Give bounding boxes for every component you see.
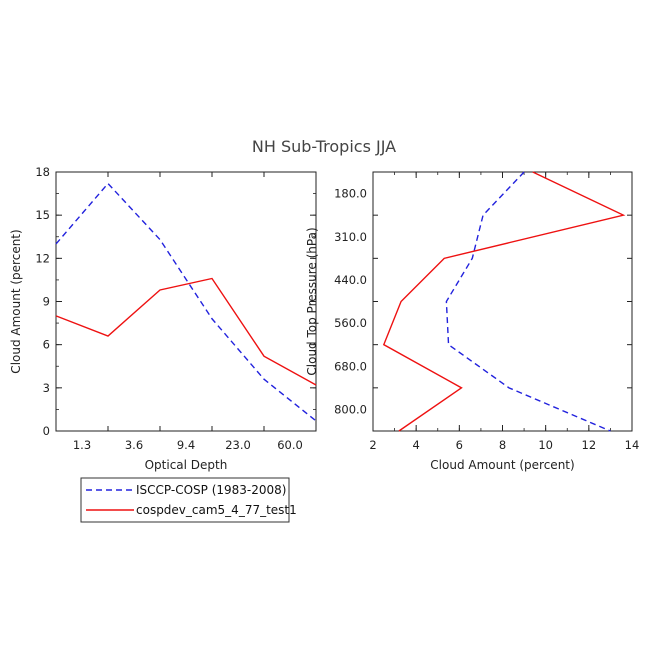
y-tick-label: 440.0 — [334, 273, 367, 287]
legend-box — [80, 477, 290, 523]
legend: ISCCP-COSP (1983-2008) cospdev_cam5_4_77… — [80, 477, 297, 523]
y-tick-label: 18 — [35, 165, 50, 179]
x-tick-label: 2 — [369, 438, 376, 452]
x-axis-label: Cloud Amount (percent) — [430, 458, 574, 472]
series-line-isccp — [55, 182, 317, 422]
y-tick-label: 560.0 — [334, 316, 367, 330]
y-tick-label: 15 — [35, 208, 50, 222]
legend-label-isccp: ISCCP-COSP (1983-2008) — [136, 483, 286, 497]
x-tick-label: 60.0 — [277, 438, 303, 452]
y-tick-label: 310.0 — [334, 230, 367, 244]
x-tick-label: 8 — [499, 438, 506, 452]
y-tick-label: 680.0 — [334, 359, 367, 373]
x-tick-label: 3.6 — [125, 438, 143, 452]
x-tick-label: 14 — [625, 438, 640, 452]
series-line-isccp — [445, 171, 611, 432]
series-line-cospdev — [55, 277, 317, 386]
y-tick-label: 180.0 — [334, 187, 367, 201]
x-tick-label: 12 — [582, 438, 597, 452]
y-tick-label: 800.0 — [334, 402, 367, 416]
y-tick-label: 6 — [43, 338, 50, 352]
x-tick-label: 9.4 — [177, 438, 195, 452]
x-tick-label: 23.0 — [225, 438, 251, 452]
x-tick-label: 6 — [456, 438, 463, 452]
x-tick-label: 10 — [538, 438, 553, 452]
chart-title: NH Sub-Tropics JJA — [252, 137, 396, 156]
plot-frame — [372, 171, 633, 432]
cloud-top-pressure-panel: 2 4 6 8 10 12 14 180.0 310.0 440.0 560.0 680.0 800.0… — [305, 171, 640, 472]
y-tick-label: 12 — [35, 251, 50, 265]
plot-frame — [55, 171, 317, 432]
x-axis-label: Optical Depth — [145, 458, 228, 472]
x-tick-label: 1.3 — [73, 438, 91, 452]
optical-depth-panel: 0 3 6 9 12 15 18 1.3 3.6 9.4 23.0 60.0 Optical Depth… — [9, 165, 317, 472]
y-tick-label: 0 — [43, 424, 50, 438]
y-axis-label: Cloud Amount (percent) — [9, 229, 23, 373]
legend-label-cospdev: cospdev_cam5_4_77_test1 — [136, 503, 297, 517]
y-axis-label: Cloud Top Pressure (hPa) — [305, 227, 319, 375]
series-line-cospdev — [382, 171, 626, 432]
y-tick-label: 3 — [43, 381, 50, 395]
y-tick-label: 9 — [43, 295, 50, 309]
x-tick-label: 4 — [413, 438, 420, 452]
